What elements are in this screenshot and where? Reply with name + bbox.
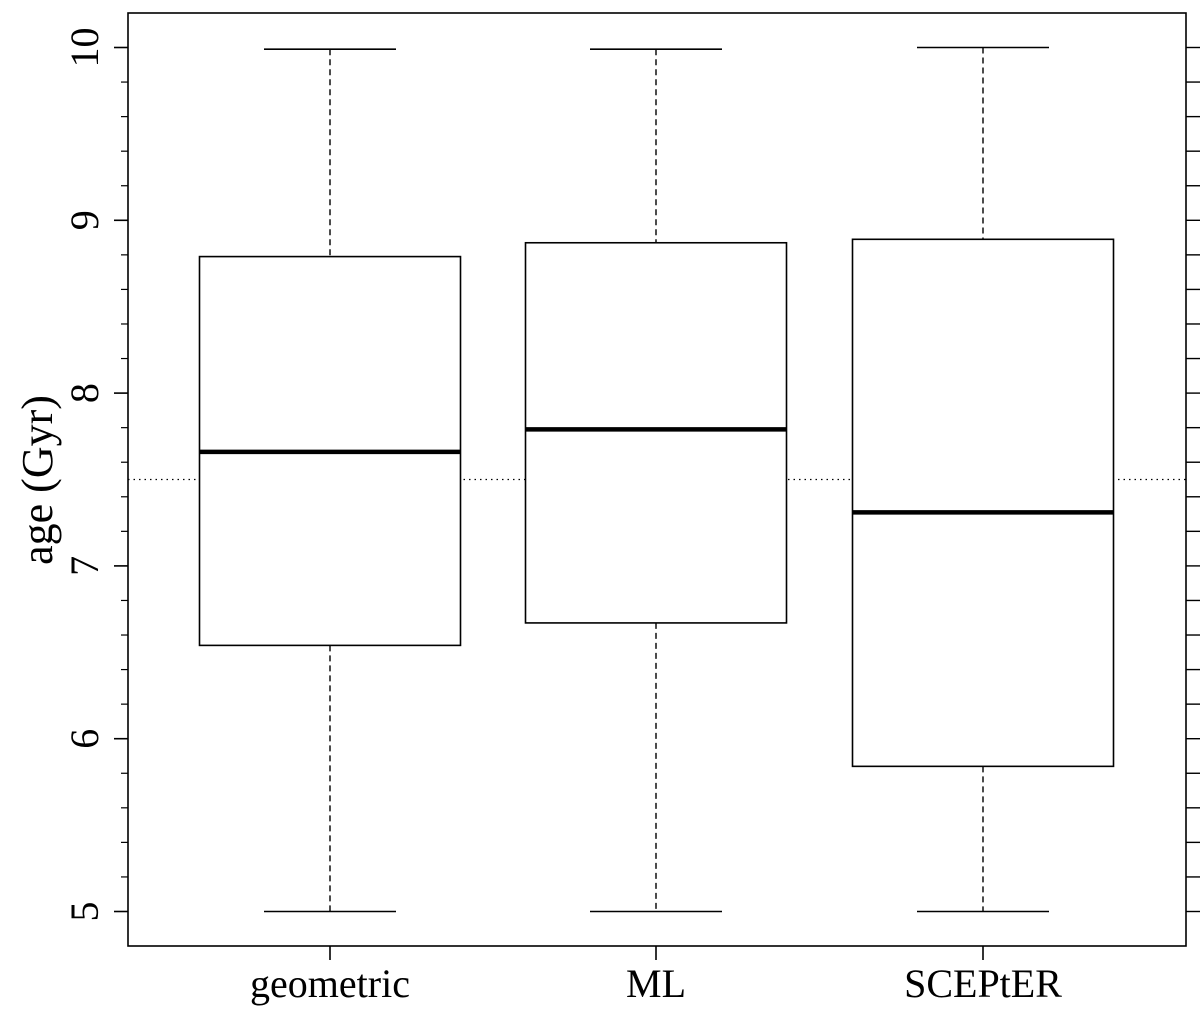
y-tick-label: 9 <box>62 210 107 230</box>
x-tick-label-ML: ML <box>626 961 686 1006</box>
y-tick-label: 6 <box>62 729 107 749</box>
box-iqr <box>524 241 788 624</box>
box-SCEPtER <box>851 46 1115 913</box>
box-geometric <box>198 48 462 913</box>
x-tick-label-geometric: geometric <box>250 961 410 1006</box>
y-tick-label: 7 <box>62 556 107 576</box>
box-ML <box>524 48 788 913</box>
box-iqr <box>851 238 1115 768</box>
x-tick-label-SCEPtER: SCEPtER <box>904 961 1062 1006</box>
y-tick-label: 10 <box>62 28 107 68</box>
y-tick-label: 8 <box>62 383 107 403</box>
y-axis-title: age (Gyr) <box>13 395 62 565</box>
y-tick-label: 5 <box>62 902 107 922</box>
